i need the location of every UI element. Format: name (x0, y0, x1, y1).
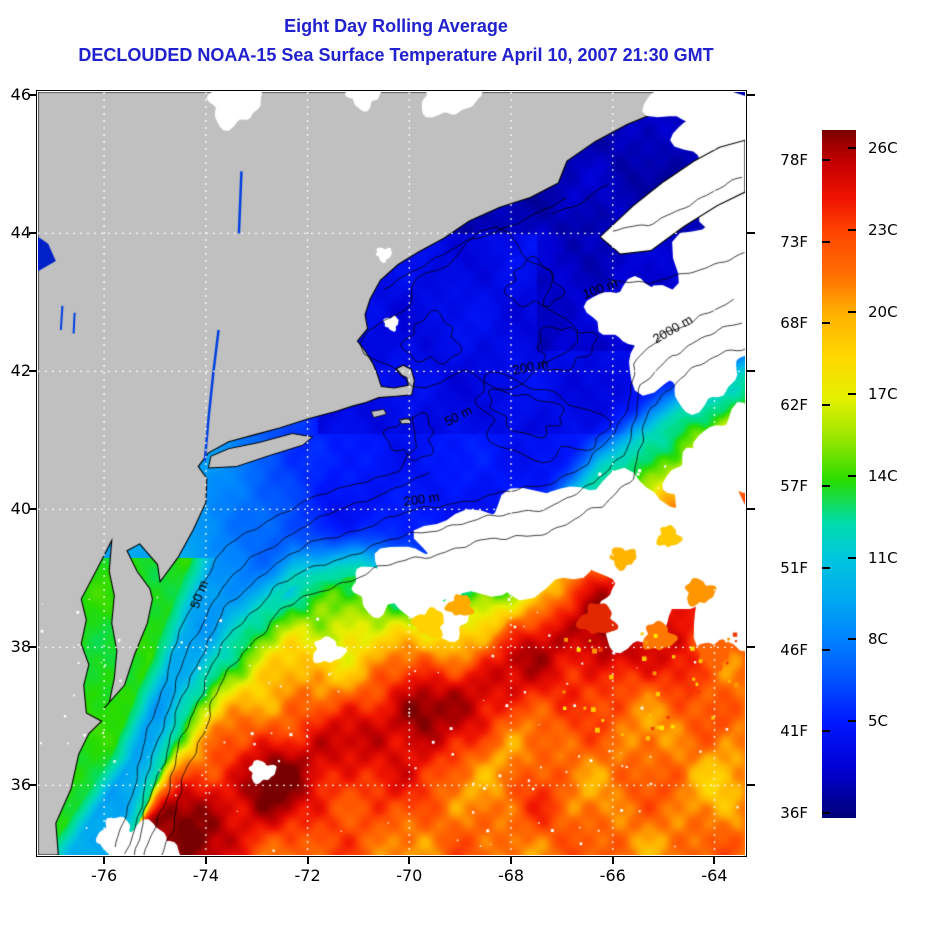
colorbar-celsius-label: 8C (868, 630, 889, 649)
y-axis-tick-mark-right (747, 784, 755, 787)
colorbar-tick-left (822, 403, 830, 406)
y-axis-tick-mark (29, 94, 37, 97)
colorbar-tick-left (822, 567, 830, 569)
map-plot-frame (36, 90, 747, 857)
y-axis-tick-label: 44 (10, 223, 31, 243)
x-axis-tick-label: -70 (396, 866, 423, 885)
y-axis-tick-mark (29, 370, 37, 373)
colorbar-fahrenheit-label: 51F (780, 559, 808, 577)
colorbar-fahrenheit-label: 41F (780, 722, 808, 741)
x-axis-tick-label: -76 (91, 866, 118, 885)
y-axis-tick-mark (29, 508, 37, 511)
colorbar-tick-left (822, 322, 830, 325)
colorbar-fahrenheit-label: 46F (780, 640, 808, 659)
x-axis-tick-mark (510, 857, 513, 864)
x-axis-tick-mark (204, 857, 207, 864)
title-line-1: Eight Day Rolling Average (284, 16, 508, 36)
colorbar-tick-right (848, 556, 856, 559)
colorbar-tick-right (848, 474, 856, 477)
x-axis-tick-label: -66 (599, 866, 626, 885)
x-axis-tick-label: -72 (294, 866, 321, 885)
colorbar-tick-left (822, 159, 830, 161)
y-axis-tick-label: 40 (10, 499, 31, 519)
colorbar-celsius-label: 20C (868, 302, 898, 321)
colorbar-fahrenheit-label: 78F (780, 151, 808, 169)
colorbar-tick-right (848, 638, 856, 641)
x-axis-tick-mark (408, 857, 411, 864)
y-axis-tick-mark-right (747, 370, 755, 373)
colorbar-tick-right (848, 228, 856, 231)
colorbar-celsius-label: 23C (868, 220, 898, 239)
x-axis-tick-mark (306, 857, 309, 864)
x-axis-tick-mark (103, 857, 106, 864)
colorbar-tick-left (822, 240, 830, 243)
colorbar-tick-left (822, 648, 830, 651)
x-axis-tick-label: -68 (497, 866, 525, 885)
colorbar-tick-right (848, 310, 856, 313)
x-axis-tick-label: -64 (701, 866, 728, 885)
colorbar-fahrenheit-label: 73F (780, 232, 808, 251)
colorbar-fahrenheit-label: 57F (780, 477, 808, 496)
colorbar-tick-left (822, 730, 830, 733)
colorbar-celsius-label: 26C (868, 139, 898, 157)
sst-map-canvas (38, 92, 745, 855)
y-axis-tick-label: 46 (10, 85, 31, 105)
x-axis-tick-mark (611, 857, 614, 864)
colorbar-tick-right (848, 147, 856, 149)
colorbar-tick-left (822, 811, 830, 814)
y-axis-tick-mark (29, 784, 37, 787)
colorbar-fahrenheit-label: 36F (780, 803, 808, 822)
colorbar-celsius-label: 11C (868, 548, 898, 567)
colorbar-fahrenheit-label: 68F (780, 314, 808, 333)
y-axis-tick-mark (29, 646, 37, 649)
colorbar-celsius-label: 17C (868, 384, 898, 403)
y-axis-tick-mark (29, 232, 37, 235)
y-axis-tick-label: 38 (10, 637, 31, 657)
colorbar-fahrenheit-label: 62F (780, 395, 808, 414)
y-axis-tick-label: 36 (10, 775, 31, 795)
title-line-2: DECLOUDED NOAA-15 Sea Surface Temperatur… (78, 45, 714, 65)
colorbar-gradient (822, 130, 856, 818)
colorbar-tick-right (848, 392, 856, 395)
x-axis-tick-label: -74 (192, 866, 219, 885)
colorbar-tick-left (822, 485, 830, 488)
colorbar-celsius-label: 14C (868, 466, 898, 485)
x-axis-tick-mark (713, 857, 716, 864)
colorbar-celsius-label: 5C (868, 712, 889, 731)
colorbar-tick-right (848, 720, 856, 723)
y-axis-tick-mark-right (747, 94, 755, 97)
y-axis-tick-label: 42 (10, 361, 31, 381)
y-axis-tick-mark-right (747, 232, 755, 235)
y-axis-tick-mark-right (747, 508, 755, 511)
y-axis-tick-mark-right (747, 646, 755, 649)
